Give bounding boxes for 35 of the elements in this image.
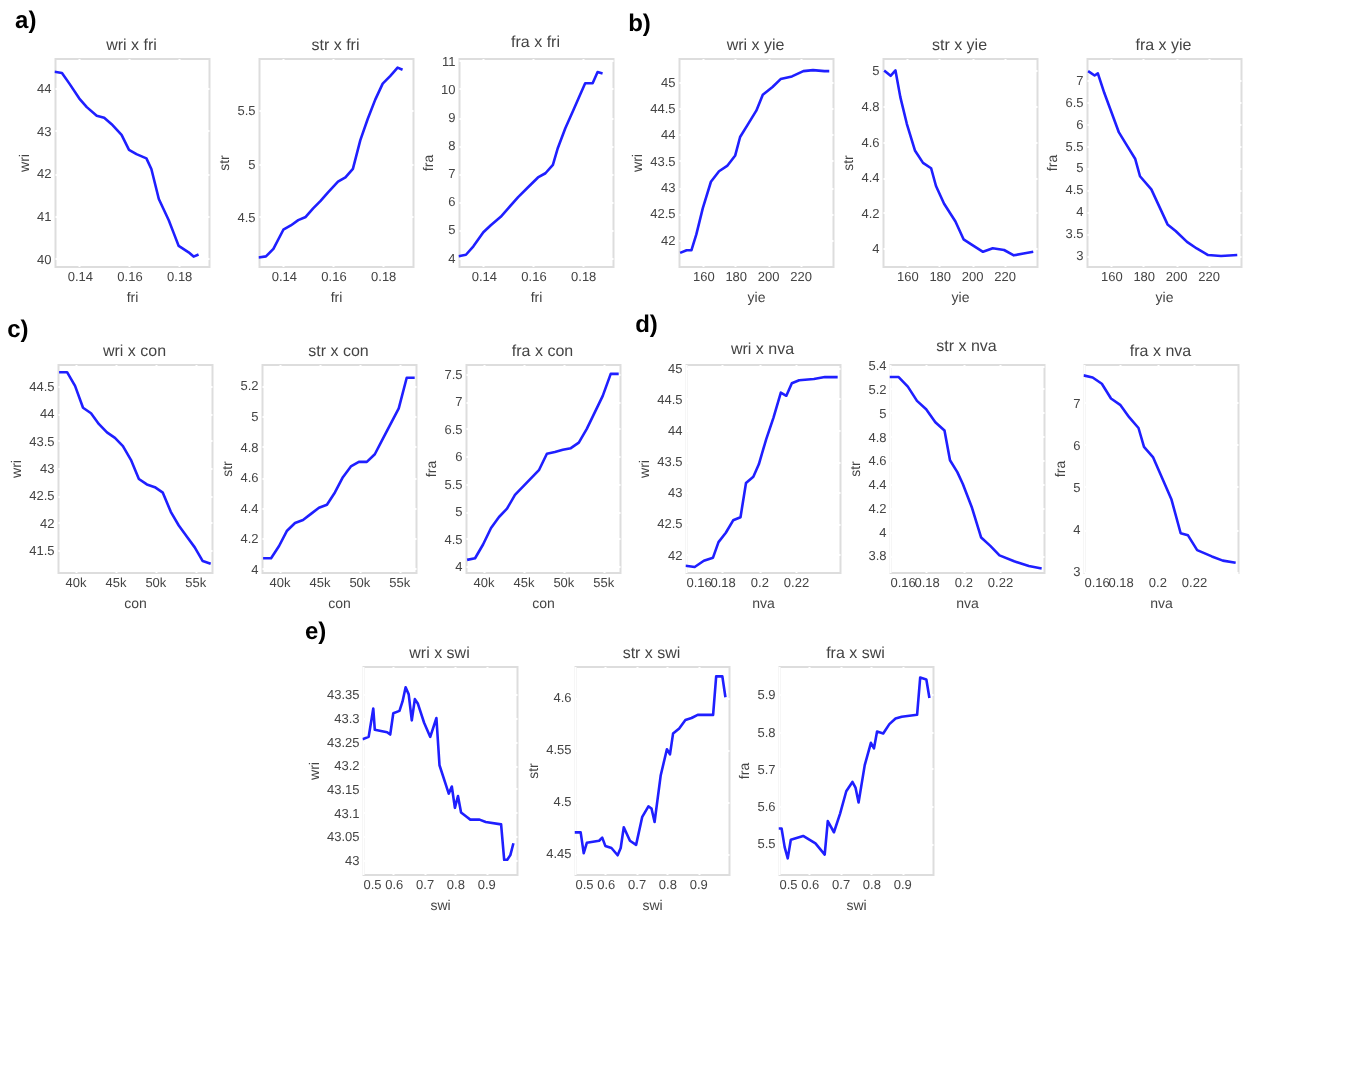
chart-title: str x yie (931, 36, 989, 54)
chart-title: str x fri (311, 36, 360, 54)
line-series (889, 375, 1043, 570)
chart-title: str x swi (622, 644, 681, 662)
text: b) (628, 9, 651, 37)
chart-title: fra x con (511, 342, 574, 360)
text: e) (304, 617, 327, 645)
line-series (258, 66, 404, 259)
line-series (458, 70, 604, 258)
chart-title: fra x nva (1129, 342, 1193, 360)
text: a) (15, 5, 37, 34)
line-series (1086, 69, 1239, 258)
text: c) (7, 315, 29, 343)
chart-title: wri x con (100, 342, 167, 360)
line-series (465, 372, 620, 562)
line-series (685, 375, 839, 569)
chart-title: str x con (308, 342, 369, 360)
line-series (261, 376, 416, 560)
line-series (778, 676, 931, 860)
chart-title: wri x fri (104, 36, 158, 54)
chart-title: fra x yie (1135, 36, 1193, 54)
chart-title: wri x nva (728, 339, 796, 358)
line-series (1083, 374, 1237, 565)
chart-title: fra x swi (826, 644, 886, 662)
chart-title: wri x yie (724, 36, 786, 54)
chart-title: wri x swi (407, 644, 471, 662)
chart-title: str x nva (936, 337, 998, 356)
line-series (882, 69, 1035, 257)
line-series (574, 675, 727, 857)
line-series (362, 685, 515, 862)
line-series (54, 70, 200, 258)
chart-title: fra x fri (511, 32, 561, 51)
line-series (57, 370, 212, 566)
line-series (678, 68, 831, 255)
text: d) (635, 310, 658, 339)
